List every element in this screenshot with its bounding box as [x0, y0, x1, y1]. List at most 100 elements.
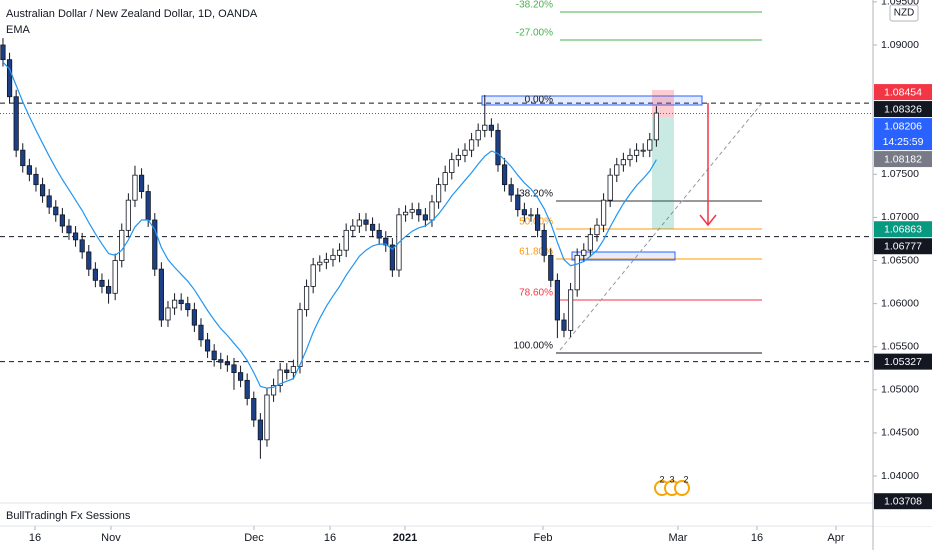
- candle-body: [449, 159, 455, 173]
- candle-body: [561, 319, 567, 331]
- candle-body: [224, 361, 230, 366]
- fib-label: 38.20%: [519, 189, 553, 200]
- fib-label: -38.20%: [516, 0, 553, 11]
- price-label-box: [874, 353, 932, 370]
- candle-body: [508, 184, 514, 196]
- indicator-label: EMA: [6, 24, 31, 36]
- candle-body: [554, 279, 560, 321]
- candle-body: [541, 229, 547, 256]
- badge: [674, 480, 690, 496]
- candle-body: [587, 234, 593, 251]
- price-label: 1.08454: [884, 86, 922, 98]
- candle-body: [198, 324, 204, 341]
- candle-body: [297, 309, 303, 367]
- x-tick-label: Mar: [668, 532, 687, 544]
- candle-body: [59, 214, 65, 227]
- x-tick-label: Feb: [534, 532, 553, 544]
- candle-body: [178, 299, 184, 305]
- candle-body: [376, 229, 382, 239]
- candle-body: [429, 201, 435, 221]
- candle-body: [204, 339, 211, 352]
- candle-body: [495, 129, 501, 166]
- candle-body: [435, 184, 442, 203]
- target-zone: [652, 117, 674, 229]
- x-tick-label: Apr: [827, 532, 844, 544]
- candle-body: [620, 159, 626, 166]
- candle-body: [442, 172, 448, 186]
- y-tick-label: 1.06500: [881, 254, 919, 266]
- price-label: 1.08182: [884, 153, 922, 165]
- y-tick-label: 1.07000: [881, 211, 919, 223]
- candle-body: [594, 224, 600, 236]
- candle-body: [647, 139, 653, 151]
- currency-label[interactable]: NZD: [894, 8, 915, 19]
- candle-body: [270, 385, 277, 396]
- drawings: [481, 11, 763, 354]
- candle-body: [171, 299, 178, 309]
- fib-label: 61.80%: [519, 247, 553, 258]
- candle-body: [165, 307, 171, 321]
- x-tick-label: Nov: [101, 532, 121, 544]
- candle-body: [548, 254, 554, 281]
- candle-body: [277, 369, 283, 386]
- candle-body: [13, 96, 19, 151]
- candle-body: [323, 259, 329, 263]
- candle-body: [521, 209, 527, 216]
- price-label-box: [874, 101, 932, 118]
- candle-body: [422, 214, 428, 221]
- candle-body: [231, 364, 237, 373]
- candle-body: [46, 195, 52, 208]
- candle-body: [105, 285, 112, 294]
- candle-body: [132, 174, 138, 201]
- chart-title: Australian Dollar / New Zealand Dollar, …: [6, 8, 258, 20]
- y-tick-label: 1.06000: [881, 297, 919, 309]
- candle-body: [350, 225, 356, 231]
- zone: [481, 95, 703, 106]
- currency-badge[interactable]: [889, 4, 919, 22]
- candle-body: [26, 165, 32, 175]
- candle-body: [614, 164, 620, 176]
- fib-label: -27.00%: [516, 28, 553, 39]
- candle-body: [66, 225, 72, 234]
- fib-label: 100.00%: [514, 341, 554, 352]
- candle-body: [409, 209, 415, 213]
- candle-body: [369, 223, 376, 231]
- candle-body: [515, 194, 521, 211]
- candle-body: [607, 174, 613, 201]
- candle-body: [581, 249, 587, 256]
- candle-body: [218, 359, 224, 363]
- candle-body: [627, 154, 633, 161]
- candle-body: [343, 229, 349, 251]
- arrow-head: [699, 214, 717, 227]
- price-label: 1.08206: [884, 120, 922, 132]
- y-tick-label: 1.09000: [881, 39, 919, 51]
- candle-body: [92, 268, 98, 281]
- candle-body: [416, 209, 422, 216]
- price-label-box: [874, 84, 932, 101]
- candle-body: [462, 149, 468, 156]
- badge-text: 3: [669, 474, 674, 484]
- ema-line: [2, 61, 657, 389]
- candle-body: [653, 112, 659, 141]
- y-tick-label: 1.04500: [881, 427, 919, 439]
- candle-body: [0, 44, 6, 61]
- candle-body: [79, 239, 85, 253]
- x-tick-label: 2021: [393, 532, 417, 544]
- price-label-box: [874, 238, 932, 255]
- candle-body: [363, 219, 369, 225]
- badge-text: 2: [659, 474, 664, 484]
- y-tick-label: 1.09500: [881, 0, 919, 8]
- y-tick-label: 1.07500: [881, 168, 919, 180]
- indicator-label: BullTradingh Fx Sessions: [6, 510, 131, 522]
- candle-body: [475, 129, 481, 141]
- candle-body: [501, 164, 508, 186]
- candle-body: [303, 285, 310, 311]
- candle-body: [640, 149, 646, 152]
- price-label-box: [874, 151, 932, 168]
- candle-body: [244, 379, 250, 399]
- candle-body: [251, 398, 257, 421]
- candle-body: [39, 184, 46, 197]
- candle-body: [257, 419, 263, 441]
- candle-body: [53, 206, 59, 216]
